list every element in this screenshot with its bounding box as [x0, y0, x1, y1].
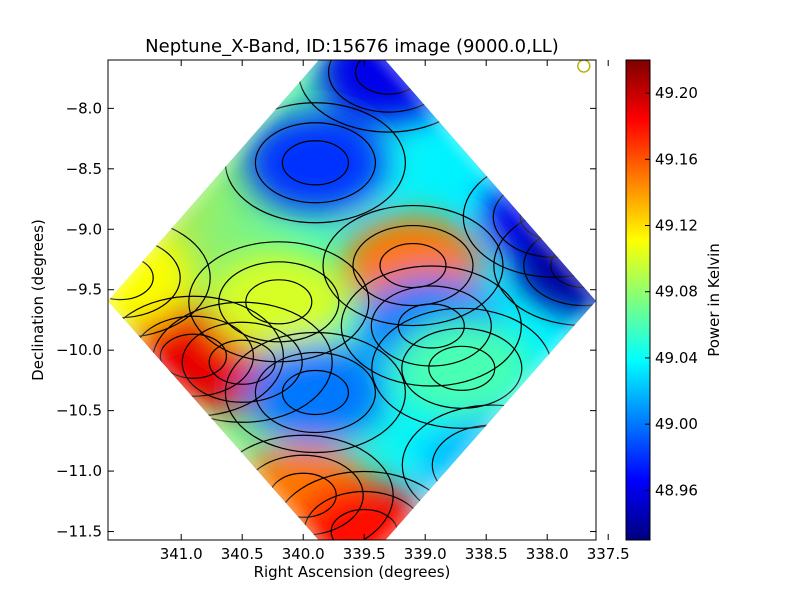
contour-4-2 [322, 204, 504, 327]
colorbar-tick-label: 49.20 [655, 84, 698, 102]
y-tick-label: −11.5 [56, 523, 102, 541]
x-tick-label: 339.0 [404, 545, 447, 563]
x-tick-label: 339.5 [343, 545, 386, 563]
heatmap-feature-11 [245, 342, 386, 443]
plot-area [108, 60, 596, 540]
contour-11-1 [254, 351, 376, 434]
x-tick-label: 341.0 [160, 545, 203, 563]
colorbar-tick-label: 49.16 [655, 150, 698, 168]
y-tick-label: −10.0 [56, 341, 102, 359]
contour-12-1 [370, 285, 492, 367]
contour-0-1 [181, 321, 303, 403]
colorbar-tick-label: 49.12 [655, 217, 698, 235]
chart-title: Neptune_X-Band, ID:15676 image (9000.0,L… [145, 36, 559, 57]
heatmap-feature-6 [208, 251, 349, 352]
colorbar-tick-label: 49.00 [655, 415, 698, 433]
heatmap-feature-13 [391, 318, 532, 419]
x-tick-label: 338.5 [465, 545, 508, 563]
x-tick-label: 338.0 [526, 545, 569, 563]
colorbar-title: Power in Kelvin [705, 243, 723, 357]
y-axis: −8.0 −8.5 −9.0 −9.5 −10.0 −10.5 −11.0 −11.5 [56, 99, 596, 541]
colorbar-tick-label: 48.96 [655, 481, 698, 499]
plot-frame [107, 59, 597, 541]
y-tick-label: −9.0 [66, 220, 102, 238]
heatmap-feature-3 [294, 481, 435, 540]
contour-12-2 [340, 265, 522, 387]
contour-6-0 [245, 279, 313, 325]
y-tick-label: −11.0 [56, 462, 102, 480]
x-tick-label: 337.5 [587, 545, 630, 563]
contour-11-2 [224, 331, 406, 454]
y-tick-label: −8.5 [66, 160, 102, 178]
heatmap-feature-8 [245, 112, 386, 213]
heatmap-image [108, 60, 596, 540]
colorbar-tick-label: 49.04 [655, 349, 698, 367]
contour-6-2 [188, 241, 370, 363]
colorbar-ticks: 48.96 49.00 49.04 49.08 49.12 49.16 49.20 [645, 84, 698, 499]
contour-6-1 [218, 261, 340, 343]
contour-13-0 [428, 345, 496, 391]
colorbar-tick-label: 49.08 [655, 283, 698, 301]
y-tick-label: −10.5 [56, 402, 102, 420]
contour-4-1 [352, 224, 474, 307]
contour-8-1 [254, 122, 376, 204]
colorbar [625, 59, 651, 541]
footprint-edge [108, 60, 596, 540]
x-tick-label: 340.5 [221, 545, 264, 563]
x-tick-label: 340.0 [282, 545, 325, 563]
contour-11-0 [281, 369, 349, 416]
y-tick-label: −9.5 [66, 281, 102, 299]
x-axis-title: Right Ascension (degrees) [254, 563, 451, 581]
contour-8-0 [281, 140, 349, 186]
y-axis-title: Declination (degrees) [29, 219, 47, 381]
y-tick-label: −8.0 [66, 99, 102, 117]
x-axis: 341.0 340.5 340.0 339.5 339.0 338.5 338.0 337.5 [160, 60, 630, 563]
